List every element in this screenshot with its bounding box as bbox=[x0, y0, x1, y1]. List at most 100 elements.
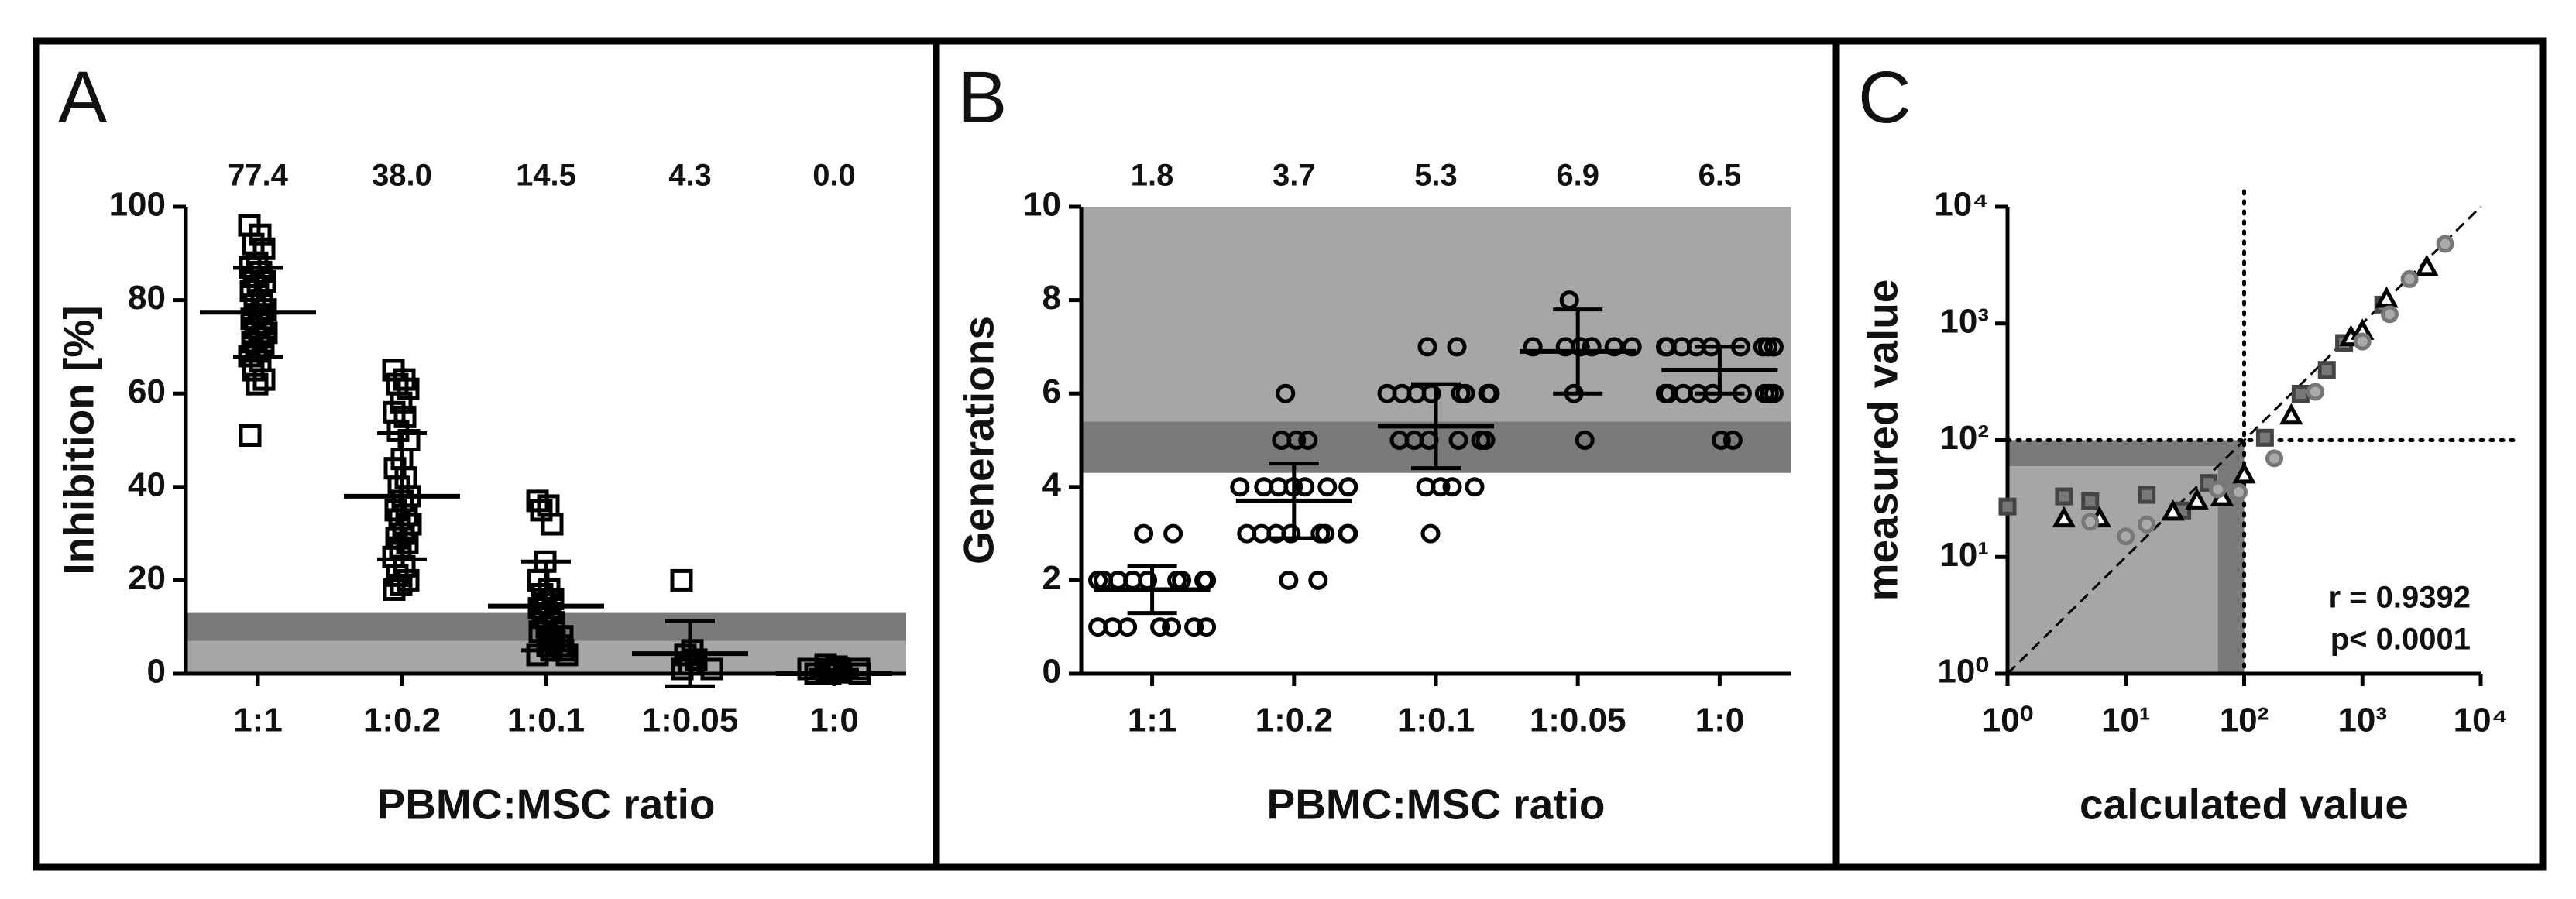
y-axis-title: Inhibition [%] bbox=[55, 305, 103, 575]
marker-triangle bbox=[2279, 403, 2303, 425]
mean-label: 6.5 bbox=[1698, 159, 1742, 193]
marker-circle bbox=[1184, 617, 1204, 637]
marker-circle bbox=[1655, 383, 1675, 403]
marker-square bbox=[252, 368, 276, 391]
marker-square bbox=[239, 424, 262, 447]
y-axis-title: Generations bbox=[955, 316, 1003, 564]
marker-circle bbox=[1315, 523, 1335, 544]
mean-label: 3.7 bbox=[1273, 159, 1316, 193]
marker-circle bbox=[1480, 383, 1500, 403]
y-tick-label: 10⁴ bbox=[1934, 186, 1989, 224]
marker-circle bbox=[1197, 617, 1217, 637]
x-tick-label: 1:0.1 bbox=[1397, 702, 1475, 739]
marker-circle bbox=[1764, 383, 1784, 403]
marker-square bbox=[246, 372, 269, 396]
marker-circle bbox=[1575, 431, 1595, 450]
mean-label: 38.0 bbox=[372, 159, 432, 193]
mean-label: 77.4 bbox=[228, 159, 289, 193]
marker-triangle bbox=[2185, 488, 2209, 510]
marker-circle bbox=[1338, 477, 1358, 497]
marker-circle bbox=[2380, 305, 2399, 324]
marker-circle bbox=[2138, 515, 2156, 534]
marker-circle bbox=[1254, 477, 1274, 497]
marker-square bbox=[390, 573, 413, 596]
marker-circle bbox=[2353, 332, 2372, 351]
y-tick-label: 80 bbox=[128, 279, 166, 317]
x-tick-label: 1:1 bbox=[233, 702, 283, 739]
marker-circle bbox=[1764, 337, 1784, 357]
marker-circle bbox=[1448, 431, 1468, 450]
marker-triangle bbox=[2161, 499, 2185, 521]
marker-circle bbox=[1442, 477, 1462, 497]
marker-square bbox=[700, 657, 723, 681]
x-tick-label: 10⁰ bbox=[1982, 702, 2034, 739]
marker-circle bbox=[1377, 383, 1397, 403]
marker-circle bbox=[1757, 337, 1777, 357]
marker-circle bbox=[1389, 431, 1410, 450]
mean-label: 0.0 bbox=[812, 159, 856, 193]
marker-circle bbox=[1134, 523, 1154, 544]
marker-square bbox=[526, 643, 549, 667]
marker-circle bbox=[2117, 527, 2135, 546]
mean-label: 6.9 bbox=[1556, 159, 1599, 193]
y-tick-label: 60 bbox=[128, 372, 166, 410]
annotation: p< 0.0001 bbox=[2330, 623, 2471, 657]
marker-circle bbox=[1279, 570, 1299, 590]
marker-square bbox=[396, 531, 419, 554]
x-tick-label: 1:0 bbox=[809, 702, 859, 739]
marker-square bbox=[2055, 487, 2073, 506]
marker-square bbox=[252, 237, 276, 260]
panel-letter: A bbox=[58, 57, 108, 139]
marker-square bbox=[397, 377, 420, 400]
marker-circle bbox=[1150, 617, 1170, 637]
panel-letter: B bbox=[958, 57, 1007, 139]
marker-circle bbox=[1298, 431, 1318, 450]
y-axis-title: measured value bbox=[1859, 280, 1907, 602]
x-axis-title: PBMC:MSC ratio bbox=[1267, 781, 1606, 829]
marker-square bbox=[2138, 486, 2156, 504]
x-tick-label: 10¹ bbox=[2101, 702, 2151, 739]
annotation: r = 0.9392 bbox=[2329, 581, 2471, 615]
y-tick-label: 6 bbox=[1042, 372, 1061, 410]
x-tick-label: 10² bbox=[2220, 702, 2269, 739]
marker-square bbox=[1998, 497, 2017, 516]
marker-circle bbox=[2400, 269, 2419, 288]
x-tick-label: 1:0.1 bbox=[507, 702, 585, 739]
x-axis-title: calculated value bbox=[2080, 781, 2409, 829]
x-tick-label: 1:0.05 bbox=[642, 702, 739, 739]
y-tick-label: 10⁰ bbox=[1937, 653, 1989, 691]
x-tick-label: 1:1 bbox=[1128, 702, 1177, 739]
marker-square bbox=[393, 405, 417, 428]
y-tick-label: 100 bbox=[109, 186, 166, 224]
marker-circle bbox=[1722, 431, 1743, 450]
shaded-region bbox=[2008, 440, 2245, 466]
marker-circle bbox=[1475, 431, 1496, 450]
y-tick-label: 10³ bbox=[1939, 302, 1989, 340]
mean-label: 1.8 bbox=[1131, 159, 1174, 193]
marker-circle bbox=[2265, 449, 2283, 468]
marker-circle bbox=[1338, 523, 1358, 544]
marker-circle bbox=[1417, 337, 1437, 357]
marker-circle bbox=[1272, 431, 1292, 450]
panel-letter: C bbox=[1858, 57, 1911, 139]
marker-circle bbox=[1237, 523, 1257, 544]
marker-square bbox=[555, 643, 579, 667]
y-tick-label: 20 bbox=[128, 559, 166, 597]
x-tick-label: 1:0 bbox=[1695, 702, 1745, 739]
panel-border bbox=[1832, 37, 2547, 871]
y-tick-label: 0 bbox=[1042, 653, 1061, 691]
marker-circle bbox=[2209, 480, 2227, 499]
marker-square bbox=[2317, 361, 2336, 379]
x-tick-label: 1:0.2 bbox=[363, 702, 441, 739]
marker-circle bbox=[2081, 513, 2100, 531]
y-tick-label: 10² bbox=[1939, 419, 1989, 457]
marker-circle bbox=[1420, 523, 1441, 544]
mean-label: 4.3 bbox=[668, 159, 712, 193]
marker-circle bbox=[1455, 383, 1475, 403]
marker-circle bbox=[1295, 477, 1315, 497]
x-tick-label: 1:0.2 bbox=[1255, 702, 1333, 739]
x-tick-label: 10⁴ bbox=[2454, 702, 2509, 739]
marker-circle bbox=[1555, 337, 1575, 357]
